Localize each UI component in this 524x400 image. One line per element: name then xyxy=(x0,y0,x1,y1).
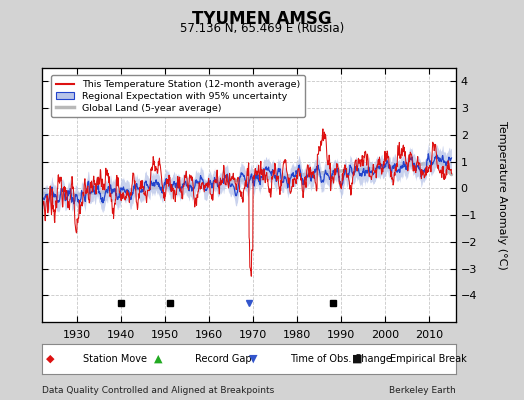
Text: 1950: 1950 xyxy=(151,330,179,340)
Text: Record Gap: Record Gap xyxy=(195,354,252,364)
Text: 1980: 1980 xyxy=(283,330,311,340)
Text: Time of Obs. Change: Time of Obs. Change xyxy=(290,354,392,364)
Text: 1930: 1930 xyxy=(63,330,91,340)
Text: Data Quality Controlled and Aligned at Breakpoints: Data Quality Controlled and Aligned at B… xyxy=(42,386,274,395)
Text: 1960: 1960 xyxy=(195,330,223,340)
Text: 1990: 1990 xyxy=(328,330,355,340)
Text: 57.136 N, 65.469 E (Russia): 57.136 N, 65.469 E (Russia) xyxy=(180,22,344,35)
Text: Berkeley Earth: Berkeley Earth xyxy=(389,386,456,395)
Text: 2010: 2010 xyxy=(416,330,443,340)
Text: ■: ■ xyxy=(352,354,363,364)
Text: ◆: ◆ xyxy=(46,354,54,364)
Text: Empirical Break: Empirical Break xyxy=(390,354,466,364)
Text: Station Move: Station Move xyxy=(83,354,147,364)
Y-axis label: Temperature Anomaly (°C): Temperature Anomaly (°C) xyxy=(497,121,507,269)
Legend: This Temperature Station (12-month average), Regional Expectation with 95% uncer: This Temperature Station (12-month avera… xyxy=(51,75,305,117)
Text: ▲: ▲ xyxy=(154,354,162,364)
Text: 1970: 1970 xyxy=(239,330,267,340)
Text: TYUMEN AMSG: TYUMEN AMSG xyxy=(192,10,332,28)
Text: ▼: ▼ xyxy=(249,354,257,364)
Text: 2000: 2000 xyxy=(372,330,399,340)
Text: 1940: 1940 xyxy=(107,330,135,340)
